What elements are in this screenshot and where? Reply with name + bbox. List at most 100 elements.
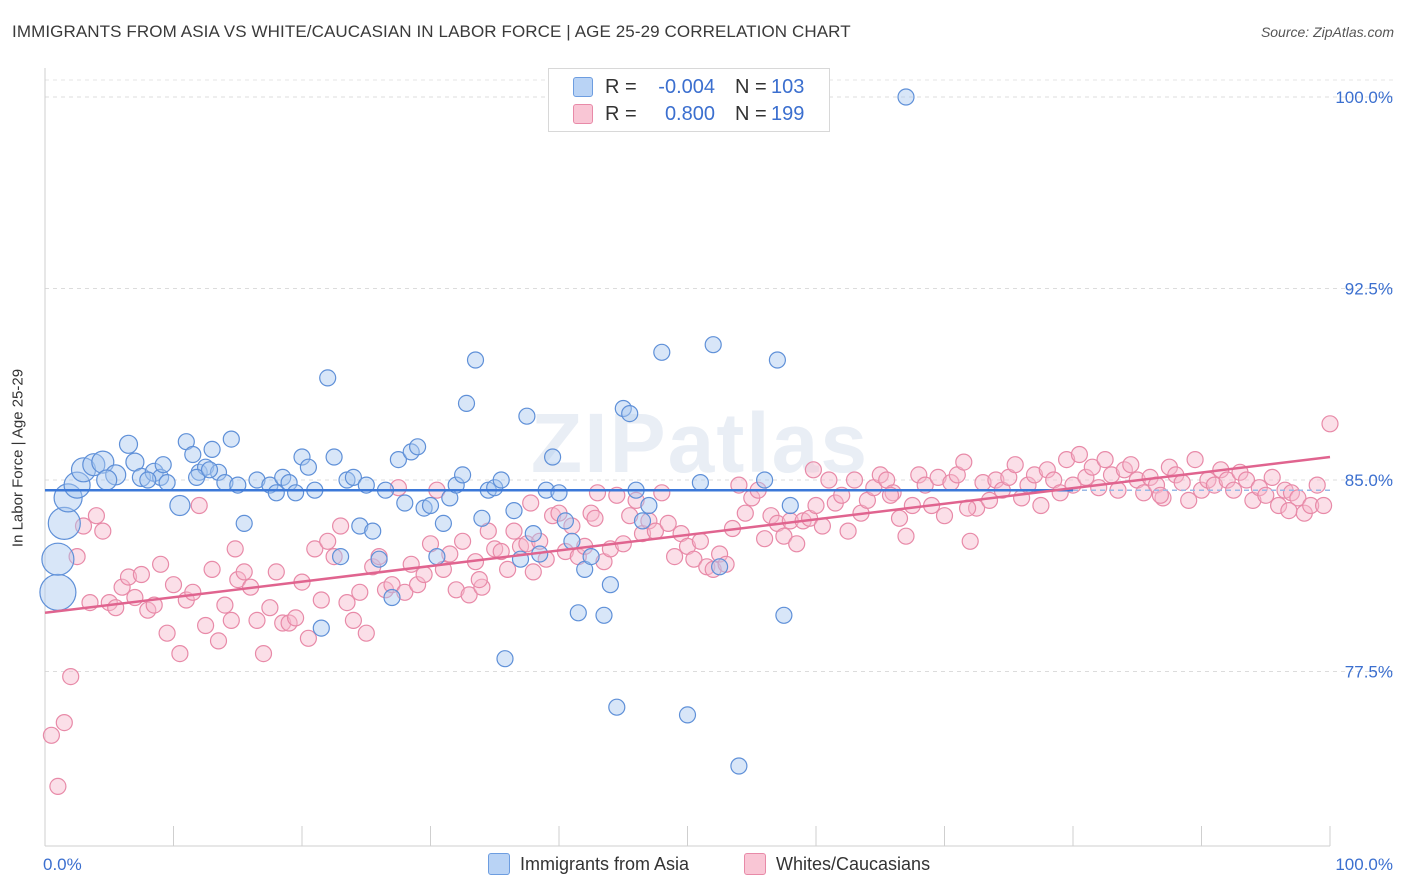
data-point — [370, 550, 388, 568]
data-point — [164, 576, 183, 594]
legend-item-whites[interactable]: Whites/Caucasians — [744, 852, 930, 876]
legend-n-value: 103 — [771, 75, 805, 98]
data-point — [319, 532, 337, 550]
data-point — [132, 565, 150, 584]
data-point — [254, 644, 273, 663]
data-point — [267, 484, 285, 502]
data-point — [492, 471, 510, 489]
data-point — [845, 471, 864, 489]
data-point — [556, 512, 575, 530]
data-point — [582, 547, 600, 566]
data-point — [1237, 471, 1256, 489]
data-point — [601, 576, 620, 594]
data-point — [184, 583, 202, 601]
data-point — [1314, 496, 1333, 515]
data-point — [107, 599, 125, 617]
legend-row-whites: R = 0.800 N = 199 — [573, 102, 804, 126]
data-point — [736, 504, 754, 522]
legend-swatch-pink — [573, 104, 593, 124]
data-point — [935, 507, 954, 525]
data-point — [41, 542, 75, 576]
data-point — [839, 522, 857, 540]
data-point — [804, 461, 823, 479]
data-point — [235, 514, 253, 533]
data-point — [807, 496, 825, 515]
data-point — [389, 479, 407, 497]
data-point — [1263, 468, 1281, 486]
data-point — [518, 407, 536, 425]
data-point — [344, 611, 362, 630]
data-point — [788, 535, 806, 553]
data-point — [897, 527, 915, 545]
data-point — [543, 448, 562, 466]
data-point — [1218, 471, 1236, 489]
data-point — [1302, 496, 1320, 515]
tick-labels: 77.5% 85.0% 92.5% 100.0% 0.0% 100.0% — [43, 88, 1393, 874]
data-point — [131, 467, 151, 487]
legend-r-value: -0.004 — [658, 75, 715, 98]
data-point — [118, 434, 139, 454]
data-point — [344, 468, 362, 486]
data-point — [890, 509, 909, 527]
data-point — [460, 586, 478, 604]
data-point — [319, 369, 337, 387]
data-point — [287, 484, 305, 502]
legend-r-value: 0.800 — [664, 102, 715, 125]
data-point — [659, 514, 677, 533]
data-point — [454, 466, 472, 484]
data-point — [447, 581, 465, 599]
data-point — [87, 507, 106, 525]
data-point — [685, 550, 703, 568]
y-tick-label: 100.0% — [1335, 88, 1393, 107]
data-point — [248, 471, 266, 489]
data-point — [691, 474, 710, 492]
data-point — [595, 606, 613, 624]
data-point — [158, 474, 176, 492]
data-point — [550, 484, 568, 502]
data-point — [691, 532, 710, 550]
data-point — [267, 563, 285, 581]
data-point — [55, 713, 73, 732]
data-point — [1038, 461, 1056, 479]
source-label[interactable]: Source: ZipAtlas.com — [1260, 24, 1394, 40]
data-point — [588, 484, 607, 502]
data-point — [710, 545, 729, 563]
data-point — [910, 466, 928, 484]
data-point — [569, 604, 587, 622]
data-point — [1321, 415, 1339, 433]
data-point — [47, 506, 81, 541]
legend-label: Whites/Caucasians — [776, 853, 931, 874]
data-point — [42, 726, 61, 744]
data-point — [169, 494, 191, 517]
data-point — [768, 351, 787, 369]
data-point — [306, 540, 324, 558]
data-point — [499, 560, 517, 579]
data-point — [730, 757, 748, 775]
data-point — [409, 576, 427, 594]
data-point — [755, 471, 774, 489]
data-point — [428, 547, 446, 566]
data-point — [1151, 486, 1170, 504]
legend-item-asia[interactable]: Immigrants from Asia — [488, 852, 689, 876]
data-point — [1122, 456, 1140, 474]
data-point — [1006, 456, 1024, 474]
data-point — [332, 547, 350, 566]
data-point — [640, 496, 658, 515]
data-point — [325, 547, 343, 566]
data-point — [1090, 479, 1108, 497]
data-point — [678, 706, 697, 724]
data-point — [226, 540, 244, 558]
data-point — [203, 560, 221, 579]
axes — [44, 68, 1331, 847]
data-point — [1025, 466, 1044, 484]
data-point — [775, 606, 793, 624]
data-point — [929, 468, 947, 486]
data-point — [653, 484, 671, 502]
data-point — [505, 502, 523, 520]
data-point — [884, 484, 902, 502]
data-point — [396, 583, 414, 601]
data-point — [338, 593, 356, 612]
data-point — [473, 509, 491, 527]
data-point — [82, 453, 106, 477]
